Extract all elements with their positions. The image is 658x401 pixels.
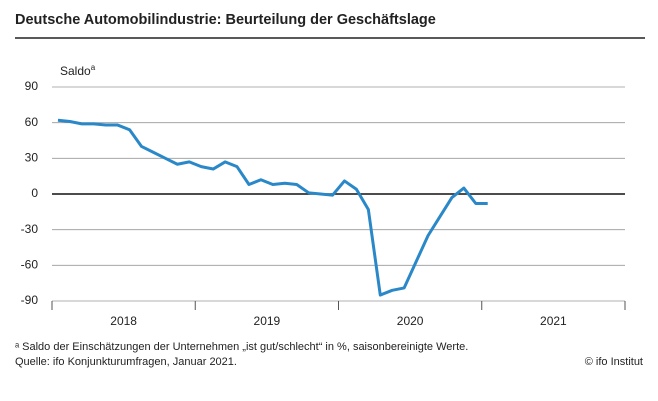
chart-title: Deutsche Automobilindustrie: Beurteilung…	[15, 12, 436, 28]
y-axis-label: Saldoa	[60, 63, 96, 78]
y-tick-label: 90	[25, 79, 39, 93]
y-tick-label: 30	[25, 151, 39, 165]
y-label-text: Saldo	[60, 64, 91, 78]
y-tick-label: -30	[21, 222, 39, 236]
footnote: ᵃ Saldo der Einschätzungen der Unternehm…	[15, 341, 468, 353]
y-tick-label: -60	[21, 258, 39, 272]
x-tick-label: 2020	[397, 314, 424, 328]
x-tick-label: 2021	[540, 314, 567, 328]
y-label-mark: a	[91, 63, 96, 72]
credit: © ifo Institut	[585, 356, 643, 368]
y-tick-label: 60	[25, 115, 39, 129]
x-tick-label: 2018	[110, 314, 137, 328]
x-tick-label: 2019	[254, 314, 281, 328]
y-tick-label: 0	[31, 186, 38, 200]
source: Quelle: ifo Konjunkturumfragen, Januar 2…	[15, 356, 237, 368]
y-tick-label: -90	[21, 293, 39, 307]
data-line	[57, 118, 488, 297]
